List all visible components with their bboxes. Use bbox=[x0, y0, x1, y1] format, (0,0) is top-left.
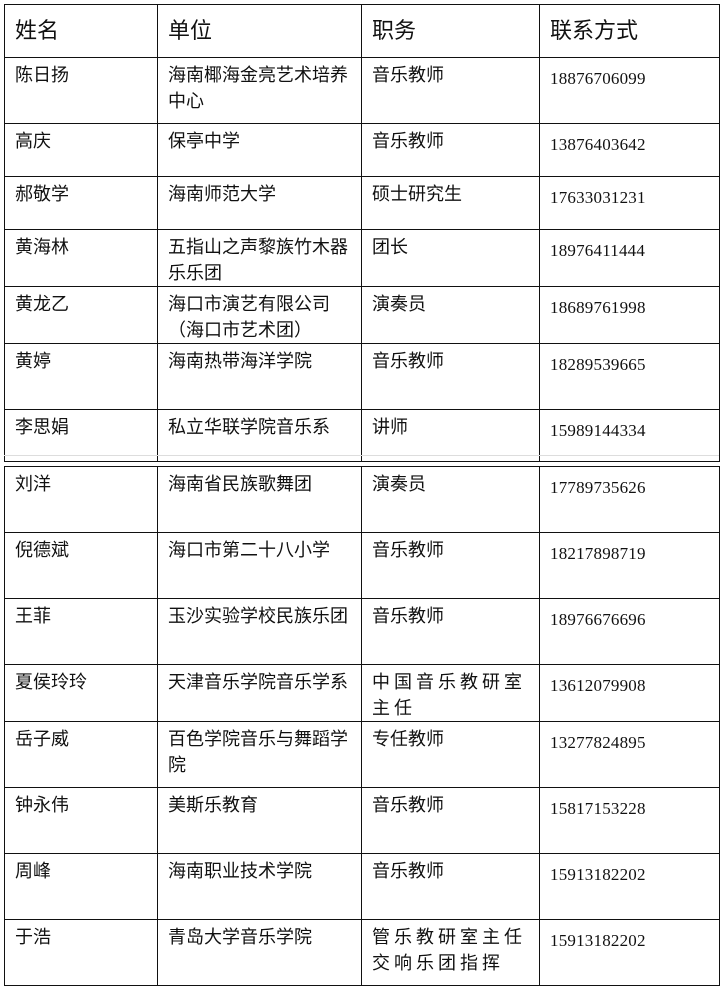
name-cell: 李思娟 bbox=[4, 409, 158, 462]
position-cell: 硕士研究生 bbox=[361, 176, 540, 230]
unit-cell: 海南椰海金亮艺术培养中心 bbox=[157, 57, 362, 124]
name-cell: 黄海林 bbox=[4, 229, 158, 287]
position-cell: 中国音乐教研室主任 bbox=[361, 664, 540, 722]
unit-cell: 保亭中学 bbox=[157, 123, 362, 177]
name-cell: 王菲 bbox=[4, 598, 158, 665]
header-name: 姓名 bbox=[4, 4, 158, 58]
table-row: 周峰 海南职业技术学院 音乐教师 15913182202 bbox=[4, 853, 720, 920]
position-cell: 音乐教师 bbox=[361, 787, 540, 854]
table-row: 陈日扬 海南椰海金亮艺术培养中心 音乐教师 18876706099 bbox=[4, 57, 720, 124]
position-cell: 音乐教师 bbox=[361, 598, 540, 665]
phone-cell: 17789735626 bbox=[539, 466, 720, 533]
position-cell: 讲师 bbox=[361, 409, 540, 462]
phone-cell: 18876706099 bbox=[539, 57, 720, 124]
header-row: 姓名 单位 职务 联系方式 bbox=[4, 4, 720, 58]
phone-cell: 15989144334 bbox=[539, 409, 720, 462]
phone-cell: 13277824895 bbox=[539, 721, 720, 788]
unit-cell: 五指山之声黎族竹木器乐乐团 bbox=[157, 229, 362, 287]
phone-cell: 18689761998 bbox=[539, 286, 720, 344]
unit-cell: 海口市第二十八小学 bbox=[157, 532, 362, 599]
table-row: 高庆 保亭中学 音乐教师 13876403642 bbox=[4, 123, 720, 177]
phone-cell: 15913182202 bbox=[539, 853, 720, 920]
position-cell: 音乐教师 bbox=[361, 532, 540, 599]
unit-cell: 海南热带海洋学院 bbox=[157, 343, 362, 410]
phone-cell: 18289539665 bbox=[539, 343, 720, 410]
header-position: 职务 bbox=[361, 4, 540, 58]
table-row: 刘洋 海南省民族歌舞团 演奏员 17789735626 bbox=[4, 466, 720, 533]
position-cell: 音乐教师 bbox=[361, 853, 540, 920]
unit-cell: 青岛大学音乐学院 bbox=[157, 919, 362, 986]
phone-cell: 15913182202 bbox=[539, 919, 720, 986]
name-cell: 黄龙乙 bbox=[4, 286, 158, 344]
position-cell: 管乐教研室主任交响乐团指挥 bbox=[361, 919, 540, 986]
name-cell: 于浩 bbox=[4, 919, 158, 986]
unit-cell: 玉沙实验学校民族乐团 bbox=[157, 598, 362, 665]
table-row: 岳子威 百色学院音乐与舞蹈学院 专任教师 13277824895 bbox=[4, 721, 720, 788]
page-break bbox=[4, 455, 719, 464]
unit-cell: 海南省民族歌舞团 bbox=[157, 466, 362, 533]
contact-table-part-2: 刘洋 海南省民族歌舞团 演奏员 17789735626 倪德斌 海口市第二十八小学 音乐教师… bbox=[4, 466, 720, 986]
table-row: 黄婷 海南热带海洋学院 音乐教师 18289539665 bbox=[4, 343, 720, 410]
position-cell: 专任教师 bbox=[361, 721, 540, 788]
table-row: 黄海林 五指山之声黎族竹木器乐乐团 团长 18976411444 bbox=[4, 229, 720, 287]
phone-cell: 13876403642 bbox=[539, 123, 720, 177]
position-cell: 演奏员 bbox=[361, 286, 540, 344]
name-cell: 陈日扬 bbox=[4, 57, 158, 124]
table-row: 夏侯玲玲 天津音乐学院音乐学系 中国音乐教研室主任 13612079908 bbox=[4, 664, 720, 722]
position-cell: 团长 bbox=[361, 229, 540, 287]
unit-cell: 海口市演艺有限公司（海口市艺术团） bbox=[157, 286, 362, 344]
phone-cell: 15817153228 bbox=[539, 787, 720, 854]
contact-table-part-1: 姓名 单位 职务 联系方式 陈日扬 海南椰海金亮艺术培养中心 音乐教师 1887670… bbox=[4, 4, 720, 462]
table-row: 钟永伟 美斯乐教育 音乐教师 15817153228 bbox=[4, 787, 720, 854]
table-row: 于浩 青岛大学音乐学院 管乐教研室主任交响乐团指挥 15913182202 bbox=[4, 919, 720, 986]
position-cell: 演奏员 bbox=[361, 466, 540, 533]
name-cell: 倪德斌 bbox=[4, 532, 158, 599]
table-row: 李思娟 私立华联学院音乐系 讲师 15989144334 bbox=[4, 409, 720, 462]
phone-cell: 13612079908 bbox=[539, 664, 720, 722]
name-cell: 高庆 bbox=[4, 123, 158, 177]
name-cell: 黄婷 bbox=[4, 343, 158, 410]
position-cell: 音乐教师 bbox=[361, 57, 540, 124]
unit-cell: 海南师范大学 bbox=[157, 176, 362, 230]
phone-cell: 18217898719 bbox=[539, 532, 720, 599]
table-row: 倪德斌 海口市第二十八小学 音乐教师 18217898719 bbox=[4, 532, 720, 599]
table-row: 黄龙乙 海口市演艺有限公司（海口市艺术团） 演奏员 18689761998 bbox=[4, 286, 720, 344]
position-cell: 音乐教师 bbox=[361, 343, 540, 410]
name-cell: 岳子威 bbox=[4, 721, 158, 788]
unit-cell: 海南职业技术学院 bbox=[157, 853, 362, 920]
phone-cell: 18976676696 bbox=[539, 598, 720, 665]
unit-cell: 天津音乐学院音乐学系 bbox=[157, 664, 362, 722]
position-cell: 音乐教师 bbox=[361, 123, 540, 177]
table-row: 王菲 玉沙实验学校民族乐团 音乐教师 18976676696 bbox=[4, 598, 720, 665]
unit-cell: 百色学院音乐与舞蹈学院 bbox=[157, 721, 362, 788]
name-cell: 夏侯玲玲 bbox=[4, 664, 158, 722]
name-cell: 郝敬学 bbox=[4, 176, 158, 230]
header-contact: 联系方式 bbox=[539, 4, 720, 58]
name-cell: 周峰 bbox=[4, 853, 158, 920]
unit-cell: 私立华联学院音乐系 bbox=[157, 409, 362, 462]
table-row: 郝敬学 海南师范大学 硕士研究生 17633031231 bbox=[4, 176, 720, 230]
phone-cell: 18976411444 bbox=[539, 229, 720, 287]
name-cell: 刘洋 bbox=[4, 466, 158, 533]
header-unit: 单位 bbox=[157, 4, 362, 58]
phone-cell: 17633031231 bbox=[539, 176, 720, 230]
name-cell: 钟永伟 bbox=[4, 787, 158, 854]
unit-cell: 美斯乐教育 bbox=[157, 787, 362, 854]
